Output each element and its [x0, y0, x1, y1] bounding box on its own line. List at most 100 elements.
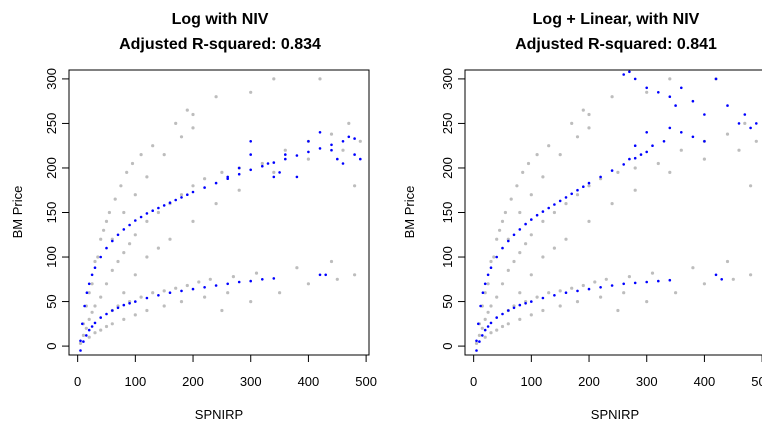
- data-point-fitted-sparse: [628, 70, 631, 74]
- data-point-fitted-sparse: [755, 122, 758, 125]
- data-point-fitted-upper: [481, 291, 485, 295]
- data-point-observed: [162, 304, 166, 308]
- data-point-fitted-upper: [284, 157, 287, 161]
- data-point-observed: [122, 210, 126, 215]
- data-point-fitted-upper: [353, 137, 356, 140]
- data-point-fitted-upper: [93, 266, 97, 270]
- data-point-observed: [306, 157, 310, 161]
- data-point-fitted-lower: [633, 281, 637, 285]
- data-point-observed: [570, 121, 574, 125]
- data-point-fitted-upper: [512, 233, 516, 237]
- data-point-observed: [133, 313, 137, 317]
- data-point-observed: [191, 219, 195, 223]
- data-point-observed: [93, 259, 97, 264]
- data-point-observed: [593, 280, 597, 284]
- data-point-observed: [627, 275, 632, 279]
- data-point-fitted-upper: [318, 147, 322, 150]
- data-point-observed: [237, 188, 241, 192]
- data-point-fitted-sparse: [249, 153, 252, 156]
- plot-frame: [464, 69, 762, 356]
- x-tick-label: 400: [694, 374, 716, 389]
- data-point-fitted-upper: [518, 228, 522, 231]
- data-point-fitted-upper: [180, 196, 183, 199]
- data-point-observed: [622, 291, 626, 295]
- x-tick-label: 300: [240, 374, 262, 389]
- data-point-fitted-lower: [610, 284, 614, 287]
- data-point-fitted-sparse: [318, 273, 322, 277]
- data-point-fitted-upper: [272, 161, 276, 164]
- data-point-observed: [541, 308, 545, 313]
- data-point-observed: [174, 286, 178, 290]
- data-point-fitted-sparse: [668, 126, 672, 130]
- data-point-observed: [529, 193, 533, 197]
- data-point-fitted-upper: [105, 246, 108, 250]
- data-point-observed: [197, 280, 201, 284]
- data-point-observed: [587, 184, 591, 188]
- data-point-observed: [110, 268, 114, 272]
- data-point-observed: [93, 331, 97, 335]
- data-point-fitted-sparse: [662, 140, 666, 143]
- data-point-observed: [99, 328, 103, 332]
- data-point-fitted-upper: [507, 239, 510, 243]
- x-tick-label: 500: [355, 374, 377, 389]
- data-point-observed: [191, 112, 195, 117]
- data-point-fitted-lower: [105, 312, 108, 316]
- data-point-fitted-upper: [501, 246, 504, 250]
- data-point-observed: [318, 77, 322, 81]
- data-point-observed: [353, 184, 357, 188]
- data-point-observed: [203, 177, 207, 181]
- data-point-observed: [633, 188, 637, 192]
- data-point-observed: [610, 202, 614, 206]
- data-point-observed: [335, 277, 339, 281]
- y-axis: 0 50 100 150 200 250 300: [440, 68, 465, 350]
- data-point-fitted-upper: [128, 223, 131, 227]
- data-point-fitted-lower: [116, 306, 120, 310]
- data-point-observed: [558, 289, 562, 293]
- data-point-observed: [96, 255, 100, 259]
- data-point-fitted-sparse: [336, 157, 339, 161]
- data-point-observed: [633, 166, 637, 170]
- data-point-fitted-lower: [237, 280, 241, 284]
- data-point-fitted-sparse: [295, 175, 299, 179]
- data-point-observed: [306, 282, 310, 286]
- data-point-observed: [104, 324, 109, 329]
- data-point-fitted-lower: [203, 286, 206, 289]
- data-point-observed: [575, 135, 580, 139]
- data-point-fitted-sparse: [284, 153, 287, 156]
- data-point-fitted-upper: [582, 185, 585, 188]
- data-point-fitted-upper: [116, 233, 120, 237]
- data-point-observed: [162, 289, 166, 293]
- data-point-observed: [329, 259, 334, 264]
- data-point-observed: [564, 237, 568, 241]
- x-tick-label: 200: [182, 374, 204, 389]
- data-point-observed: [749, 273, 753, 277]
- data-point-observed: [179, 300, 184, 304]
- data-point-observed: [575, 300, 580, 304]
- data-point-observed: [272, 170, 276, 174]
- data-point-observed: [558, 153, 562, 157]
- data-point-fitted-upper: [475, 339, 478, 343]
- data-point-observed: [295, 266, 299, 270]
- data-point-observed: [341, 148, 345, 152]
- data-point-fitted-lower: [489, 321, 493, 325]
- data-point-fitted-sparse: [272, 175, 276, 179]
- data-point-fitted-lower: [645, 280, 648, 284]
- data-point-observed: [185, 283, 189, 288]
- data-point-fitted-lower: [483, 328, 487, 332]
- x-tick-label: 500: [751, 374, 762, 389]
- data-point-observed: [500, 219, 505, 223]
- data-point-observed: [547, 291, 551, 295]
- x-tick-label: 0: [74, 374, 81, 389]
- data-point-observed: [650, 271, 655, 275]
- data-point-observed: [156, 246, 160, 250]
- chart-title-line-1: Log + Linear, with NIV: [533, 11, 700, 28]
- data-point-observed: [541, 255, 545, 259]
- data-point-fitted-upper: [489, 266, 493, 270]
- data-point-observed: [133, 273, 137, 277]
- data-point-fitted-lower: [668, 278, 672, 282]
- data-point-fitted-lower: [553, 294, 556, 297]
- data-point-observed: [575, 193, 580, 197]
- data-point-observed: [107, 210, 111, 215]
- data-point-fitted-upper: [134, 219, 137, 222]
- data-point-observed: [581, 283, 585, 288]
